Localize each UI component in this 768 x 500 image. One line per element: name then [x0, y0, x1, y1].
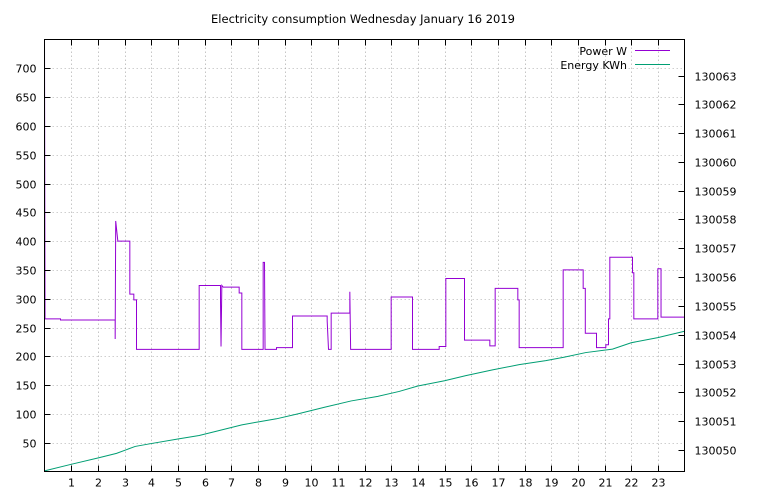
y2-tick-label: 130051: [695, 416, 737, 429]
x-tick-label: 17: [492, 477, 506, 490]
legend: Power W Energy KWh: [560, 45, 670, 72]
legend-label-energy: Energy KWh: [560, 59, 627, 72]
y2-tick-label: 130055: [695, 301, 737, 314]
y-tick-label: 350: [16, 265, 37, 278]
x-tick-label: 3: [122, 477, 129, 490]
grid: [44, 39, 685, 472]
x-tick-label: 9: [282, 477, 289, 490]
y2-tick-label: 130056: [695, 272, 737, 285]
legend-label-power: Power W: [579, 45, 627, 58]
x-tick-label: 6: [202, 477, 209, 490]
x-tick-label: 10: [305, 477, 319, 490]
x-tick-label: 23: [652, 477, 666, 490]
y2-tick-label: 130060: [695, 157, 737, 170]
x-tick-label: 20: [572, 477, 586, 490]
x-tick-label: 19: [545, 477, 559, 490]
y2-tick-label: 130050: [695, 445, 737, 458]
y-tick-label: 550: [16, 150, 37, 163]
tick-labels: 1 2 3 4 5 6 7 8 9 10 11 12 13 14 15 16 17 18 19 20 21 22 23501…: [16, 63, 737, 490]
y-tick-label: 500: [16, 179, 37, 192]
y2-tick-label: 130054: [695, 330, 737, 343]
y2-tick-label: 130062: [695, 99, 737, 112]
y-tick-label: 150: [16, 380, 37, 393]
y-tick-label: 600: [16, 121, 37, 134]
x-tick-label: 15: [439, 477, 453, 490]
y-tick-label: 450: [16, 207, 37, 220]
y2-tick-label: 130061: [695, 128, 737, 141]
x-tick-label: 16: [465, 477, 479, 490]
x-tick-label: 7: [228, 477, 235, 490]
x-tick-label: 2: [95, 477, 102, 490]
y-tick-label: 50: [23, 438, 37, 451]
series-line-power: [44, 39, 685, 350]
x-tick-label: 4: [148, 477, 155, 490]
x-tick-label: 18: [519, 477, 533, 490]
x-tick-label: 13: [385, 477, 399, 490]
y2-tick-label: 130057: [695, 243, 737, 256]
x-tick-label: 21: [599, 477, 613, 490]
y-tick-label: 400: [16, 236, 37, 249]
y2-tick-label: 130053: [695, 359, 737, 372]
series-line-energy: [44, 330, 685, 472]
x-tick-label: 14: [412, 477, 426, 490]
x-tick-label: 22: [625, 477, 639, 490]
y-tick-label: 100: [16, 409, 37, 422]
series-layer: [44, 39, 685, 472]
y-tick-label: 250: [16, 323, 37, 336]
y-tick-label: 650: [16, 92, 37, 105]
y-tick-label: 200: [16, 351, 37, 364]
x-tick-label: 5: [175, 477, 182, 490]
x-tick-label: 1: [68, 477, 75, 490]
y-tick-label: 700: [16, 63, 37, 76]
y2-tick-label: 130058: [695, 214, 737, 227]
y2-tick-label: 130052: [695, 387, 737, 400]
x-tick-label: 8: [255, 477, 262, 490]
plot-frame: [44, 39, 685, 472]
y-tick-label: 300: [16, 294, 37, 307]
ticks-layer: [44, 39, 685, 472]
x-tick-label: 11: [332, 477, 346, 490]
chart-title: Electricity consumption Wednesday Januar…: [211, 12, 515, 26]
x-tick-label: 12: [359, 477, 373, 490]
y2-tick-label: 130059: [695, 186, 737, 199]
y2-tick-label: 130063: [695, 71, 737, 84]
